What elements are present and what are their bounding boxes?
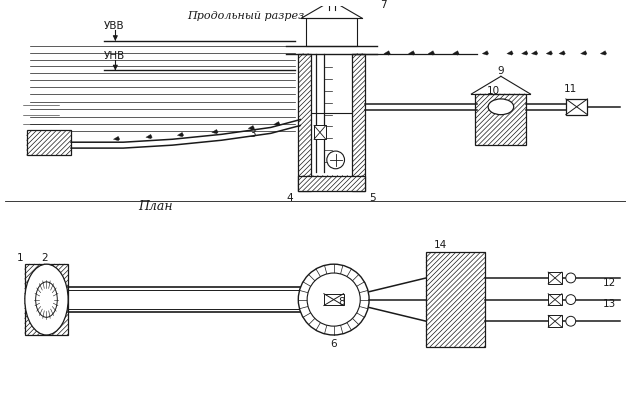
Text: 4: 4	[286, 193, 293, 203]
Bar	[566, 99, 587, 115]
Text: 3: 3	[249, 129, 256, 139]
Polygon shape	[248, 126, 254, 130]
Bar	[298, 176, 365, 192]
Bar	[25, 264, 68, 335]
Circle shape	[566, 273, 575, 283]
Bar	[426, 252, 485, 347]
Bar	[548, 315, 562, 327]
Text: 1: 1	[17, 253, 23, 263]
Polygon shape	[559, 51, 565, 55]
Text: 7: 7	[380, 0, 387, 10]
Polygon shape	[384, 51, 390, 55]
Text: УНВ: УНВ	[103, 51, 125, 60]
Bar	[27, 130, 71, 155]
Polygon shape	[408, 51, 415, 55]
Polygon shape	[146, 134, 152, 139]
Bar	[352, 54, 365, 192]
Polygon shape	[274, 122, 280, 126]
Text: Продольный разрез: Продольный разрез	[187, 11, 304, 21]
Polygon shape	[212, 130, 218, 134]
Polygon shape	[177, 132, 184, 137]
Circle shape	[307, 273, 360, 326]
Text: 9: 9	[497, 66, 504, 76]
Bar	[548, 272, 562, 284]
Circle shape	[298, 264, 369, 335]
Text: 11: 11	[564, 84, 577, 94]
Polygon shape	[452, 51, 459, 55]
Text: План: План	[138, 200, 172, 213]
Polygon shape	[482, 51, 488, 55]
Polygon shape	[507, 51, 513, 55]
Text: УВВ: УВВ	[103, 21, 124, 31]
Circle shape	[566, 295, 575, 305]
Text: 10: 10	[487, 86, 500, 96]
Polygon shape	[428, 51, 435, 55]
Text: 13: 13	[603, 299, 616, 309]
Ellipse shape	[25, 264, 68, 335]
Polygon shape	[114, 136, 120, 141]
Bar	[548, 294, 562, 305]
Bar	[324, 294, 343, 305]
Bar	[298, 54, 311, 192]
Polygon shape	[581, 51, 587, 55]
Text: 6: 6	[331, 339, 338, 349]
Bar	[306, 18, 357, 46]
Polygon shape	[546, 51, 553, 55]
Polygon shape	[600, 51, 606, 55]
Text: 12: 12	[603, 278, 616, 288]
Text: 8: 8	[339, 297, 345, 307]
Circle shape	[566, 316, 575, 326]
Polygon shape	[522, 51, 528, 55]
Polygon shape	[531, 51, 538, 55]
Bar	[475, 94, 526, 145]
Text: 14: 14	[434, 241, 447, 250]
Text: 2: 2	[42, 253, 48, 263]
Circle shape	[327, 151, 345, 169]
Ellipse shape	[488, 99, 514, 115]
Text: 5: 5	[369, 193, 375, 203]
Bar	[314, 126, 326, 139]
